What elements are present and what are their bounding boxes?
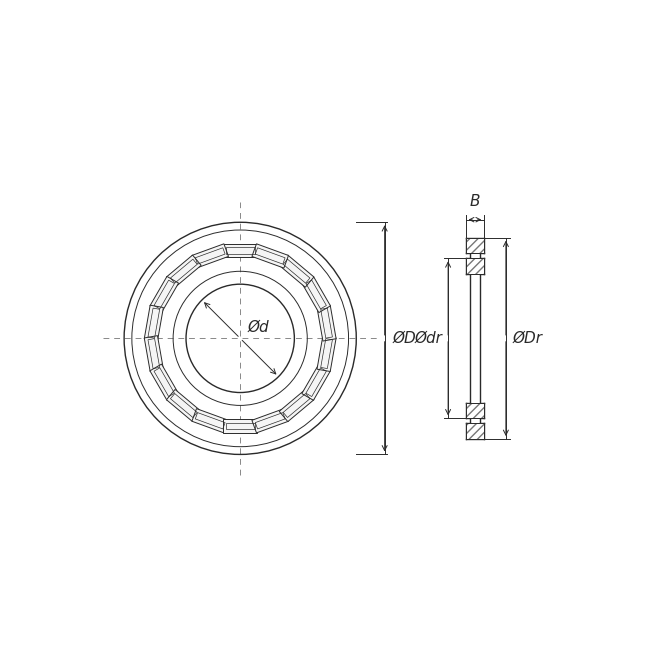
Text: B: B	[470, 194, 480, 209]
Bar	[466, 403, 484, 418]
Polygon shape	[317, 336, 336, 371]
Polygon shape	[223, 244, 257, 257]
Text: ØD: ØD	[393, 331, 417, 346]
Polygon shape	[302, 277, 330, 313]
Polygon shape	[144, 306, 163, 341]
Bar	[466, 423, 484, 439]
Bar	[466, 259, 484, 274]
Bar	[466, 238, 484, 253]
Polygon shape	[192, 244, 228, 268]
Polygon shape	[144, 336, 163, 371]
Bar	[466, 403, 484, 418]
Text: ØDr: ØDr	[513, 331, 543, 346]
Bar	[466, 423, 484, 439]
Polygon shape	[317, 306, 336, 341]
Polygon shape	[166, 255, 201, 287]
Polygon shape	[166, 389, 201, 421]
Polygon shape	[252, 244, 289, 268]
Bar	[466, 238, 484, 253]
Polygon shape	[223, 419, 257, 433]
Text: Ødr: Ødr	[414, 331, 442, 346]
Polygon shape	[150, 277, 179, 313]
Polygon shape	[279, 389, 314, 421]
Bar	[466, 403, 484, 418]
Text: Ød: Ød	[247, 319, 269, 334]
Bar	[466, 423, 484, 439]
Polygon shape	[302, 364, 330, 400]
Bar	[466, 259, 484, 274]
Polygon shape	[192, 409, 228, 433]
Bar	[466, 259, 484, 274]
Polygon shape	[150, 364, 179, 400]
Polygon shape	[279, 255, 314, 287]
Bar	[466, 238, 484, 253]
Polygon shape	[252, 409, 289, 433]
